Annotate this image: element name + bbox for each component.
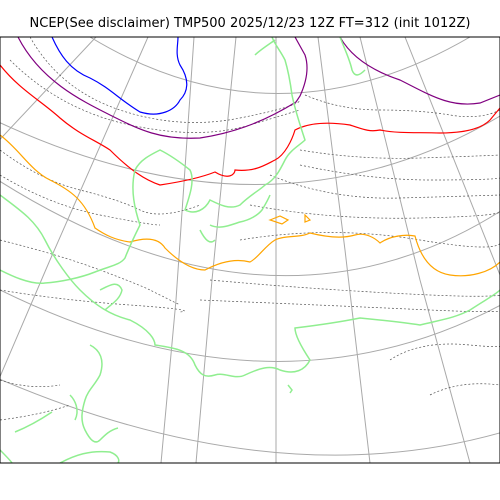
map-frame (0, 36, 500, 464)
isolines (0, 37, 500, 421)
isoline (269, 174, 500, 199)
coastline (209, 194, 271, 228)
meridian-line (0, 37, 97, 141)
isoline (29, 37, 301, 123)
coastline (287, 384, 293, 394)
isoline (0, 239, 181, 306)
isoline (9, 59, 301, 133)
coastlines (0, 37, 500, 463)
isoline (199, 299, 500, 313)
coastline (0, 194, 500, 378)
meridian-line (317, 37, 371, 463)
meridian-line (160, 37, 195, 463)
contour-purple (339, 37, 500, 105)
isoline (299, 164, 500, 181)
coastline (0, 449, 13, 463)
isoline (0, 174, 161, 226)
contour-purple (17, 37, 308, 139)
coastline (254, 39, 276, 56)
coastline (14, 411, 53, 433)
coastline (339, 37, 366, 76)
meridian-line (404, 37, 500, 277)
isoline (0, 149, 201, 215)
isoline (0, 404, 71, 421)
isoline (429, 383, 500, 396)
meridian-line (195, 37, 237, 463)
isoline (249, 204, 500, 219)
isoline (209, 279, 500, 297)
parallel-line (0, 289, 500, 362)
meridian-line (0, 37, 149, 378)
contour-blue (51, 37, 188, 115)
contour-orange (0, 134, 500, 277)
contour-red (0, 64, 500, 186)
parallel-line (0, 180, 500, 277)
contour-orange (268, 215, 290, 225)
contour-orange (304, 213, 312, 223)
map-title: NCEP(See disclaimer) TMP500 2025/12/23 1… (29, 16, 471, 31)
parallel-line (89, 37, 471, 94)
meridian-line (359, 37, 471, 463)
coastline (69, 394, 78, 421)
isoline (304, 94, 500, 117)
parallel-line (0, 115, 500, 185)
parallel-line (0, 378, 500, 456)
coastline (59, 450, 120, 463)
coastline (199, 229, 216, 243)
isoline (299, 149, 500, 159)
isoline (0, 289, 185, 313)
isoline (0, 379, 61, 387)
coastline (81, 344, 119, 443)
graticule (0, 37, 500, 463)
coastline (99, 283, 123, 311)
coastline (0, 37, 306, 284)
isoline (239, 232, 500, 248)
